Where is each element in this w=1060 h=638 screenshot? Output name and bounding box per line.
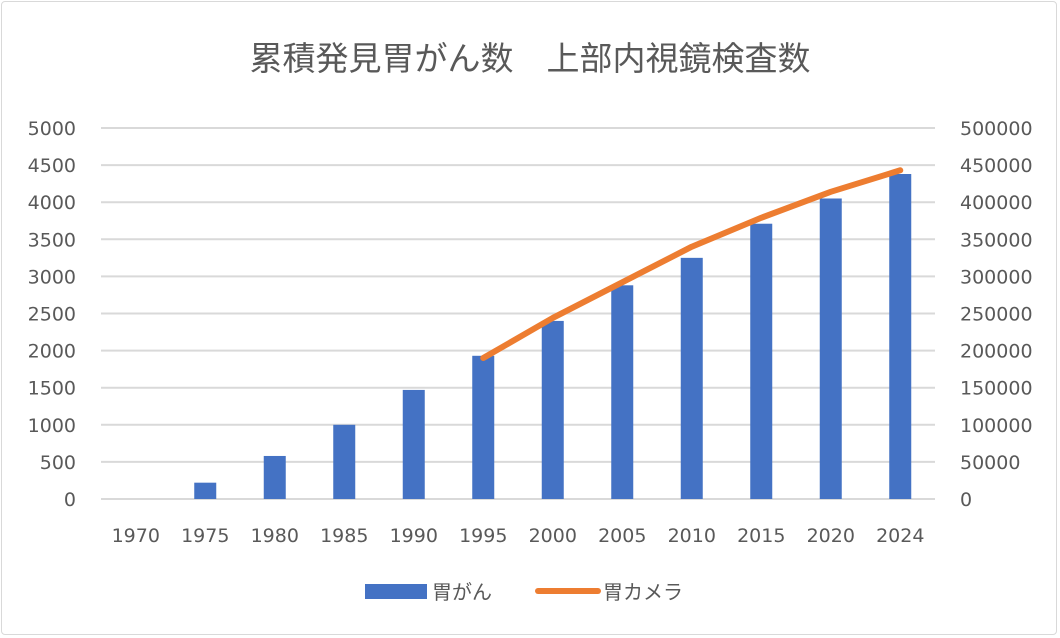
y-left-tick-label: 500 — [40, 452, 76, 474]
y-right-tick-label: 150000 — [960, 378, 1033, 400]
chart-title: 累積発見胃がん数 上部内視鏡検査数 — [250, 39, 811, 78]
y-right-tick-label: 200000 — [960, 341, 1033, 363]
x-tick-label: 1975 — [181, 525, 229, 547]
y-right-tick-label: 50000 — [960, 452, 1020, 474]
y-right-tick-label: 300000 — [960, 266, 1033, 288]
y-left-tick-label: 2500 — [28, 304, 76, 326]
bar-2000 — [541, 320, 564, 499]
bar-2010 — [680, 257, 703, 499]
y-left-tick-label: 5000 — [28, 118, 76, 140]
bar-1990 — [402, 389, 425, 499]
x-tick-label: 2005 — [598, 525, 646, 547]
x-tick-label: 1990 — [390, 525, 438, 547]
y-left-tick-label: 4000 — [28, 192, 76, 214]
y-right-tick-label: 400000 — [960, 192, 1033, 214]
x-tick-label: 2010 — [668, 525, 716, 547]
y-right-tick-label: 450000 — [960, 155, 1033, 177]
legend-swatch-bar — [365, 584, 427, 599]
bar-2020 — [819, 198, 842, 500]
y-right-tick-label: 0 — [960, 489, 972, 511]
y-right-tick-label: 500000 — [960, 118, 1033, 140]
x-tick-label: 2000 — [529, 525, 577, 547]
y-left-tick-label: 2000 — [28, 341, 76, 363]
x-tick-label: 1995 — [459, 525, 507, 547]
legend-label-line: 胃カメラ — [603, 580, 683, 604]
y-left-tick-label: 4500 — [28, 155, 76, 177]
bar-1975 — [194, 482, 217, 499]
y-left-tick-label: 3500 — [28, 229, 76, 251]
legend-label-bar: 胃がん — [432, 580, 492, 604]
bar-2005 — [611, 285, 634, 499]
bar-1995 — [472, 355, 495, 499]
bar-2024 — [889, 174, 912, 499]
x-tick-label: 1985 — [320, 525, 368, 547]
x-tick-label: 1980 — [251, 525, 299, 547]
y-right-tick-label: 100000 — [960, 415, 1033, 437]
x-tick-label: 2020 — [807, 525, 855, 547]
y-left-tick-label: 1000 — [28, 415, 76, 437]
y-left-tick-label: 0 — [64, 489, 76, 511]
y-right-tick-label: 350000 — [960, 229, 1033, 251]
bar-1980 — [263, 455, 286, 499]
y-left-tick-label: 3000 — [28, 266, 76, 288]
bar-2015 — [750, 223, 773, 499]
x-tick-label: 1970 — [112, 525, 160, 547]
bar-1985 — [333, 424, 356, 499]
x-tick-label: 2024 — [876, 525, 924, 547]
y-left-tick-label: 1500 — [28, 378, 76, 400]
y-right-tick-label: 250000 — [960, 304, 1033, 326]
x-tick-label: 2015 — [737, 525, 785, 547]
